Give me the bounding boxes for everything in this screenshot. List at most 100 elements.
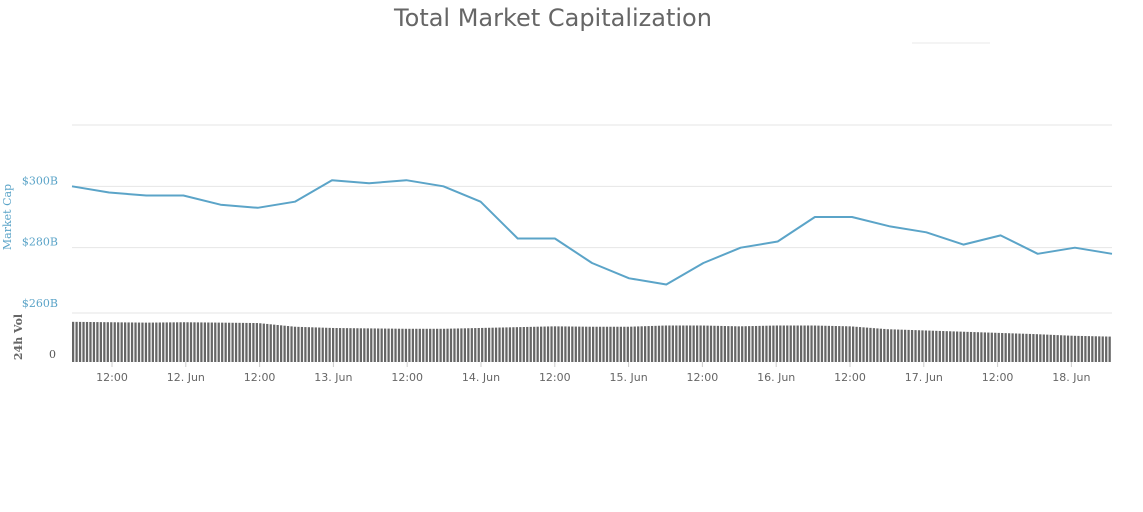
volume-bar <box>557 326 560 362</box>
volume-bar <box>633 326 636 362</box>
volume-bar <box>605 326 609 362</box>
volume-bar <box>463 328 466 362</box>
volume-bar <box>401 328 404 362</box>
volume-bar <box>962 331 966 362</box>
volume-bar <box>200 322 203 362</box>
volume-bar <box>702 325 706 362</box>
volume-bar <box>536 326 539 362</box>
volume-bar <box>293 326 297 362</box>
volume-bar <box>110 322 113 362</box>
volume-bar <box>983 332 986 362</box>
volume-bar <box>515 327 518 362</box>
volume-bar <box>1077 335 1080 362</box>
volume-bar <box>373 328 376 362</box>
volume-bar <box>210 322 213 362</box>
x-tick-label: 18. Jun <box>1052 371 1090 384</box>
volume-bar <box>349 328 352 362</box>
volume-bar <box>1004 333 1007 362</box>
volume-bar <box>578 326 581 362</box>
volume-bar <box>1105 336 1108 362</box>
volume-bar <box>1011 333 1014 362</box>
volume-bar <box>92 322 96 362</box>
volume-bar <box>848 326 851 362</box>
volume-bar <box>664 325 668 362</box>
volume-bar <box>574 326 577 362</box>
volume-bar <box>311 327 314 362</box>
volume-bar <box>1039 334 1042 362</box>
volume-bar <box>501 327 505 362</box>
volume-bar <box>692 325 695 362</box>
volume-bar <box>956 331 959 362</box>
volume-bar <box>470 328 473 362</box>
x-tick-label: 14. Jun <box>462 371 500 384</box>
volume-bar <box>865 327 869 362</box>
volume-bar <box>130 322 134 362</box>
volume-bar <box>592 326 595 362</box>
volume-bar <box>321 327 324 362</box>
market-cap-line <box>71 179 1113 286</box>
volume-bar <box>352 328 356 362</box>
volume-bar <box>248 322 252 362</box>
volume-bar <box>758 325 761 362</box>
volume-bar <box>255 323 258 362</box>
volume-bar <box>137 322 141 362</box>
volume-bar <box>415 328 418 362</box>
volume-bar <box>356 328 359 362</box>
volume-bar <box>117 322 120 362</box>
volume-bar <box>363 328 366 362</box>
volume-bar <box>96 322 99 362</box>
volume-bar <box>332 327 335 362</box>
volume-bar <box>214 322 217 362</box>
volume-bar <box>685 325 688 362</box>
volume-bar <box>304 327 307 362</box>
volume-bar <box>751 326 754 362</box>
volume-bar <box>234 322 238 362</box>
volume-bar <box>529 326 532 362</box>
volume-bar <box>533 326 536 362</box>
gridlines <box>72 185 1112 249</box>
volume-bar <box>1001 333 1004 362</box>
volume-bar <box>775 325 778 362</box>
chart-title: Total Market Capitalization <box>394 4 712 32</box>
volume-bar <box>290 326 293 362</box>
volume-bar <box>571 326 574 362</box>
volume-bar <box>626 326 629 362</box>
volume-bar <box>699 325 702 362</box>
volume-bar <box>768 325 772 362</box>
x-tick-label: 17. Jun <box>905 371 943 384</box>
volume-bar <box>238 322 241 362</box>
volume-bar <box>196 322 200 362</box>
volume-bar <box>429 328 432 362</box>
volume-bar <box>366 328 369 362</box>
volume-bar <box>283 325 286 362</box>
volume-bar <box>456 328 460 362</box>
volume-bar <box>602 326 605 362</box>
volume-bar <box>761 325 765 362</box>
volume-bar <box>446 328 449 362</box>
volume-bar <box>387 328 390 362</box>
volume-bar <box>917 330 921 362</box>
volume-bar <box>151 322 154 362</box>
volume-bar <box>203 322 206 362</box>
x-tick-label: 12. Jun <box>167 371 205 384</box>
volume-bar <box>1021 333 1025 362</box>
volume-bar <box>890 329 893 362</box>
volume-bar <box>134 322 137 362</box>
volume-bar <box>241 322 245 362</box>
volume-bar <box>737 326 740 362</box>
volume-bar <box>671 325 674 362</box>
volume-bar <box>141 322 144 362</box>
volume-bar <box>217 322 220 362</box>
volume-bar <box>318 327 321 362</box>
volume-bar <box>106 322 109 362</box>
y-tick-label: $300B <box>22 174 58 187</box>
volume-bar <box>588 326 591 362</box>
volume-bar <box>224 322 227 362</box>
volume-bar <box>713 325 716 362</box>
volume-bar <box>886 329 889 362</box>
volume-bar <box>1028 333 1032 362</box>
volume-bar <box>907 329 910 362</box>
volume-bar <box>910 330 914 362</box>
volume-bar <box>637 326 640 362</box>
